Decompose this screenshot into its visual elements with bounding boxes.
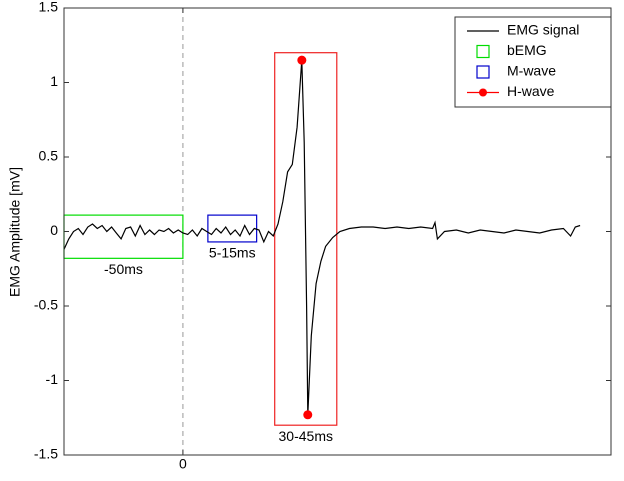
y-tick-label: 1 — [50, 73, 58, 89]
legend-label: bEMG — [507, 42, 547, 58]
legend-label: H-wave — [507, 83, 555, 99]
window-box — [207, 214, 258, 243]
window-label: 5-15ms — [209, 245, 256, 261]
legend-label: EMG signal — [507, 22, 579, 38]
window-label: -50ms — [104, 261, 143, 277]
window-box — [274, 52, 338, 426]
legend-swatch — [476, 65, 490, 79]
y-axis-label: EMG Amplitude [mV] — [7, 167, 23, 297]
legend-marker — [479, 88, 487, 97]
y-tick-label: 0 — [50, 222, 58, 238]
legend-label: M-wave — [507, 63, 556, 79]
y-tick-label: -0.5 — [34, 297, 58, 313]
window-label: 30-45ms — [279, 428, 333, 444]
y-tick-label: 1.5 — [39, 0, 59, 15]
x-tick-label: 0 — [179, 456, 187, 472]
y-tick-label: -1.5 — [34, 446, 58, 462]
y-tick-label: 0.5 — [39, 148, 59, 164]
signal-line — [63, 60, 581, 415]
marker — [297, 55, 307, 65]
marker — [303, 410, 313, 420]
y-tick-label: -1 — [46, 371, 59, 387]
legend-swatch — [476, 44, 490, 59]
